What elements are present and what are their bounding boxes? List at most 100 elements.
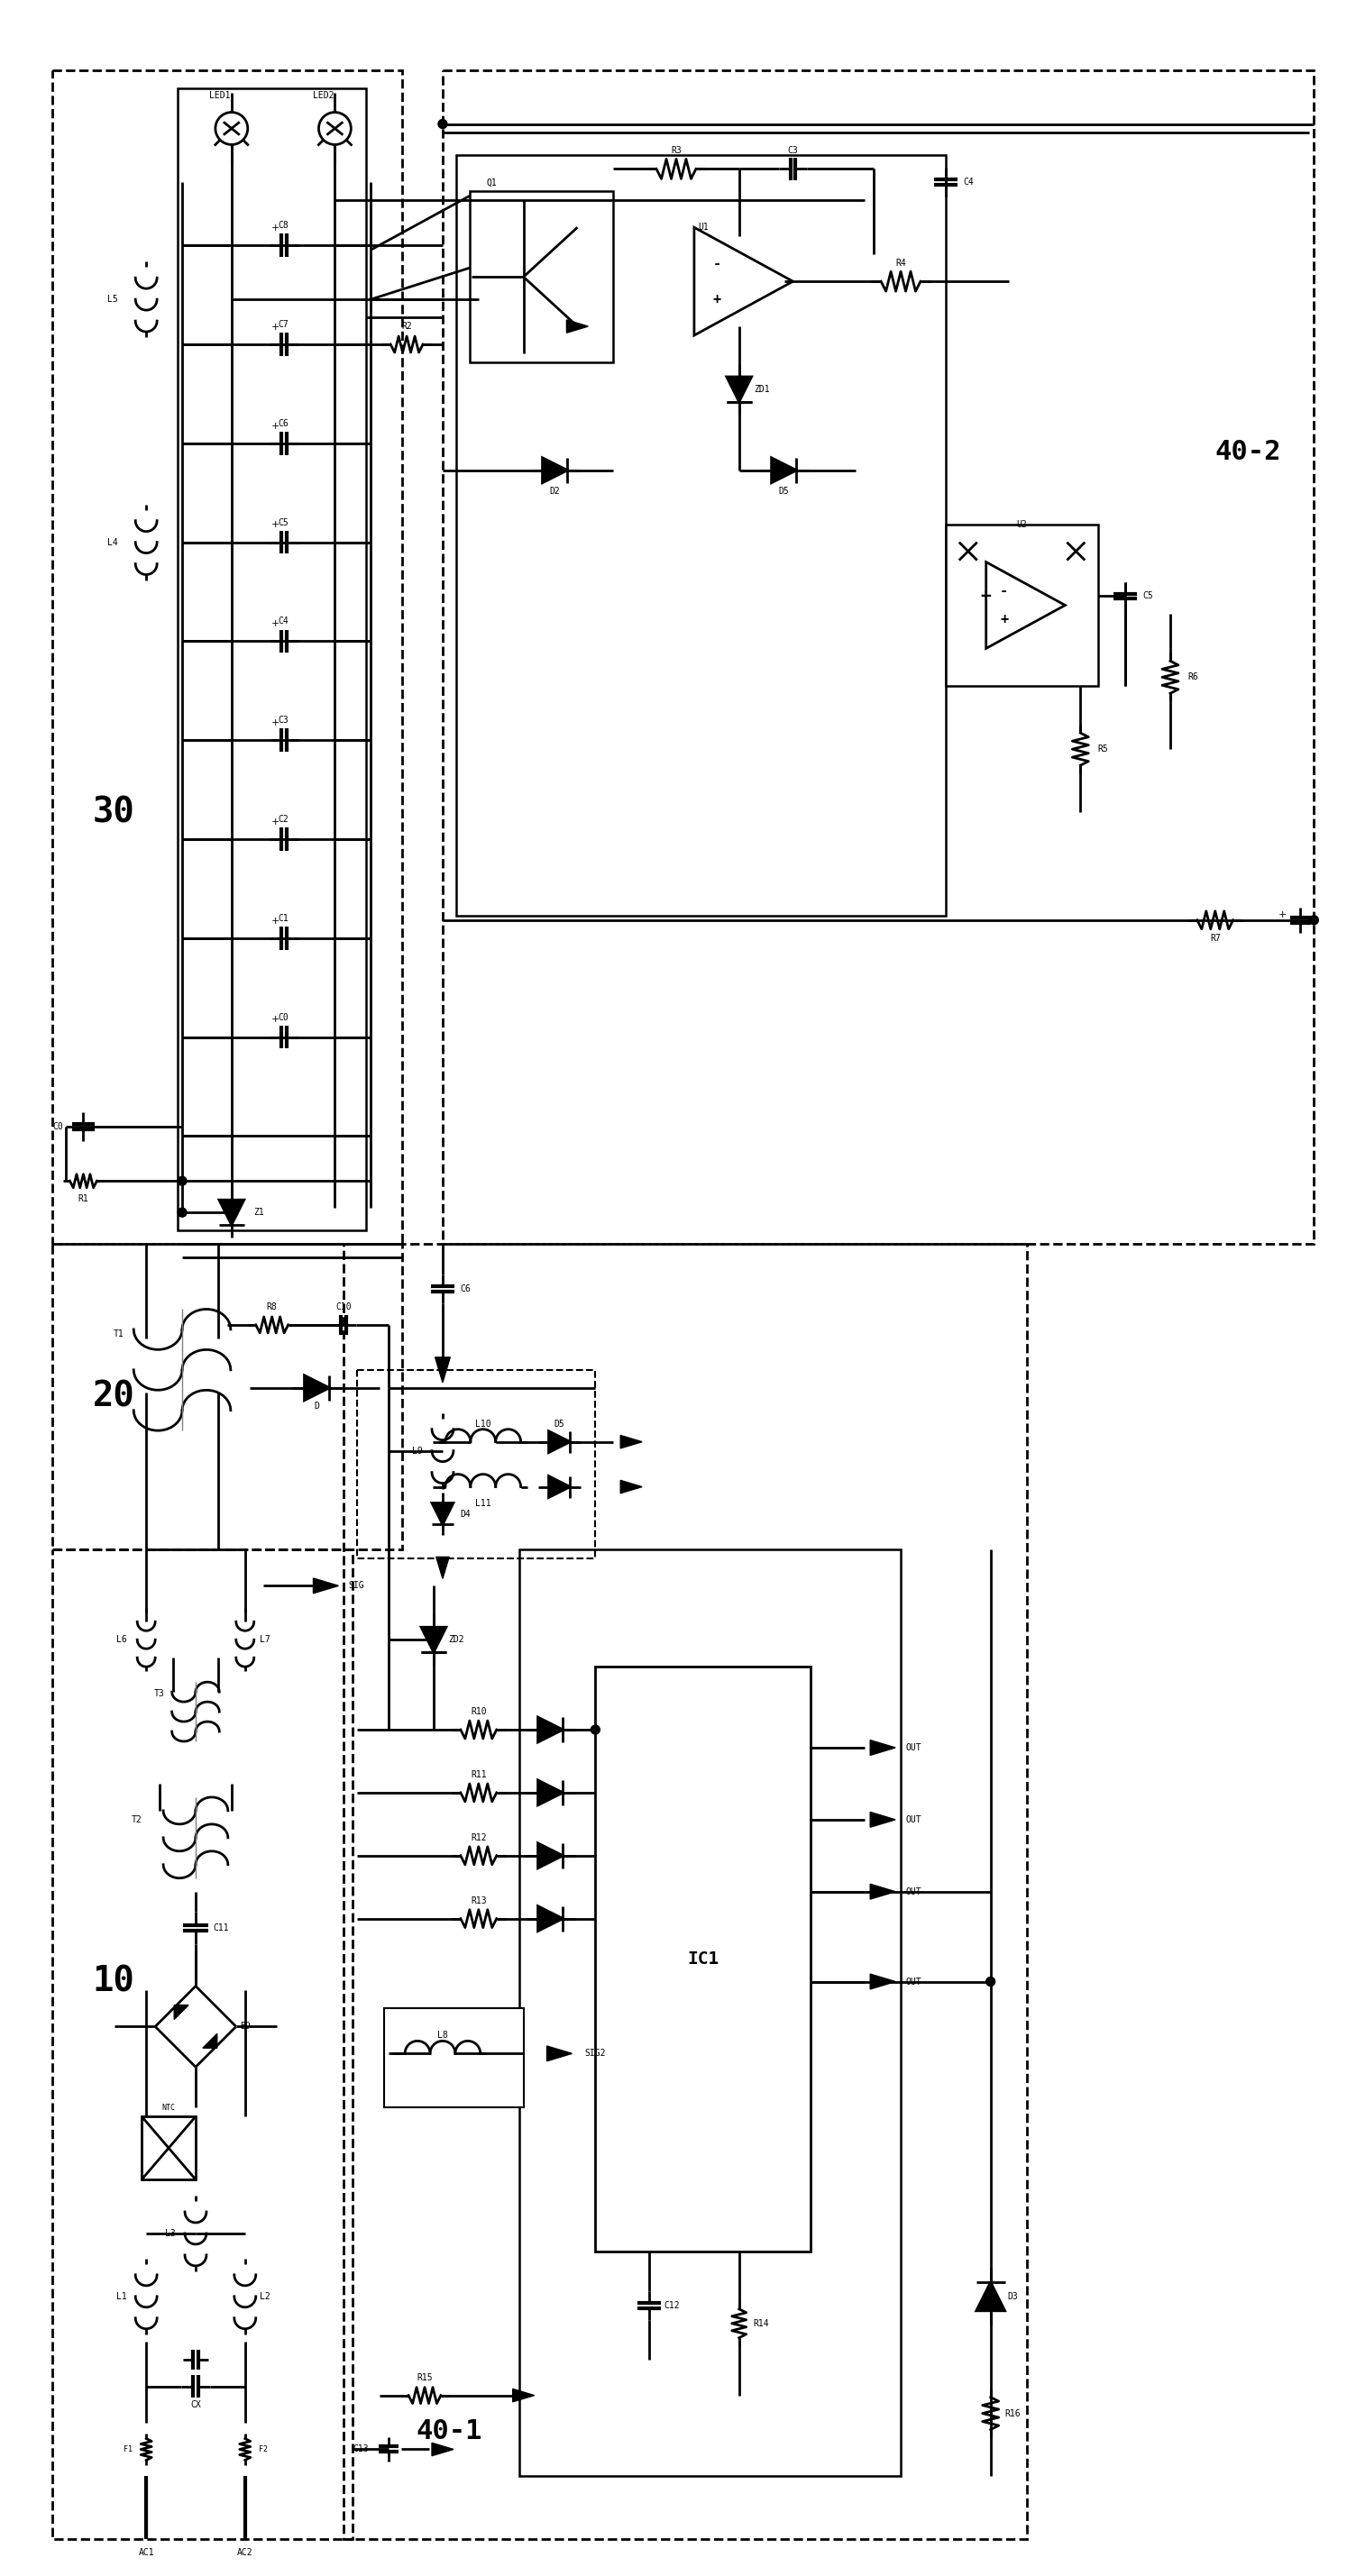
Polygon shape — [537, 1718, 563, 1741]
Text: BD: BD — [240, 2022, 251, 2030]
Polygon shape — [174, 2004, 189, 2020]
Text: +: + — [999, 613, 1008, 626]
Bar — [457, 155, 946, 914]
Text: R7: R7 — [1210, 933, 1220, 943]
Text: C6: C6 — [279, 420, 290, 428]
Bar — [178, 88, 366, 1231]
Text: U2: U2 — [1017, 520, 1028, 528]
Text: C0: C0 — [53, 1123, 63, 1131]
Text: D: D — [314, 1401, 319, 1409]
Text: R3: R3 — [671, 147, 682, 155]
Text: L8: L8 — [438, 2030, 449, 2040]
Circle shape — [178, 1177, 187, 1185]
Bar — [519, 1551, 901, 2476]
Text: L10: L10 — [475, 1419, 492, 1427]
Polygon shape — [621, 1435, 643, 1448]
Polygon shape — [567, 319, 589, 332]
Polygon shape — [870, 1883, 896, 1899]
Text: R16: R16 — [1005, 2409, 1021, 2419]
Text: Z1: Z1 — [253, 1208, 264, 1216]
Text: OUT: OUT — [905, 1744, 921, 1752]
Text: IC1: IC1 — [687, 1950, 719, 1968]
Polygon shape — [537, 1842, 563, 1868]
Text: C3: C3 — [788, 147, 799, 155]
Text: R15: R15 — [416, 2372, 432, 2383]
Polygon shape — [621, 1481, 643, 1494]
Text: C6: C6 — [459, 1285, 470, 1293]
Polygon shape — [432, 2442, 454, 2455]
Text: +: + — [271, 618, 279, 629]
Bar — [384, 2009, 524, 2107]
Bar — [946, 526, 1098, 685]
Text: +: + — [271, 422, 279, 430]
Bar — [357, 1370, 595, 1558]
Text: 30: 30 — [93, 796, 135, 829]
Text: -: - — [999, 585, 1008, 598]
Circle shape — [438, 118, 447, 129]
Text: C12: C12 — [664, 2300, 680, 2311]
Polygon shape — [870, 1973, 896, 1989]
Text: D3: D3 — [1008, 2293, 1018, 2300]
Polygon shape — [435, 1358, 450, 1383]
Bar — [53, 1551, 353, 2540]
Text: R6: R6 — [1188, 672, 1197, 683]
Bar — [470, 191, 613, 363]
Polygon shape — [513, 2388, 535, 2401]
Polygon shape — [537, 1780, 563, 1806]
Circle shape — [591, 1726, 599, 1734]
Text: LED2: LED2 — [313, 90, 334, 100]
Text: F2: F2 — [259, 2445, 268, 2452]
Polygon shape — [537, 1906, 563, 1932]
Text: R14: R14 — [753, 2318, 769, 2329]
Text: C10: C10 — [335, 1303, 352, 1311]
Bar — [53, 1244, 403, 1551]
Text: ZD1: ZD1 — [753, 384, 769, 394]
Text: D2: D2 — [550, 487, 560, 495]
Text: L7: L7 — [260, 1636, 271, 1643]
Text: R13: R13 — [470, 1896, 486, 1906]
Text: C5: C5 — [279, 518, 290, 528]
Text: NTC: NTC — [162, 2105, 175, 2112]
Text: +: + — [271, 520, 279, 531]
Text: R8: R8 — [267, 1303, 277, 1311]
Polygon shape — [314, 1579, 338, 1595]
Text: 10: 10 — [93, 1965, 135, 1999]
Text: C1: C1 — [279, 914, 290, 922]
Text: D5: D5 — [554, 1419, 564, 1427]
Polygon shape — [694, 227, 793, 335]
Polygon shape — [436, 1556, 449, 1579]
Text: +: + — [271, 322, 279, 332]
Polygon shape — [986, 562, 1065, 649]
Text: F1: F1 — [124, 2445, 133, 2452]
Circle shape — [488, 232, 578, 322]
Text: C2: C2 — [279, 814, 290, 824]
Polygon shape — [220, 1200, 244, 1226]
Polygon shape — [422, 1628, 446, 1651]
Text: +: + — [981, 587, 991, 605]
Text: OUT: OUT — [905, 1888, 921, 1896]
Text: +: + — [713, 294, 721, 307]
Text: D4: D4 — [459, 1510, 470, 1517]
Text: SIG2: SIG2 — [585, 2048, 606, 2058]
Text: R11: R11 — [470, 1770, 486, 1780]
Bar — [141, 2117, 195, 2179]
Text: D5: D5 — [779, 487, 789, 495]
Bar — [343, 1244, 1026, 2540]
Text: C8: C8 — [279, 222, 290, 229]
Text: L1: L1 — [116, 2293, 127, 2300]
Text: OUT: OUT — [905, 1976, 921, 1986]
Text: C13: C13 — [353, 2445, 369, 2455]
Polygon shape — [870, 1741, 896, 1754]
Text: LED1: LED1 — [209, 90, 230, 100]
Text: +: + — [271, 1015, 279, 1025]
Polygon shape — [977, 2282, 1005, 2311]
Text: R10: R10 — [470, 1708, 486, 1716]
Text: R5: R5 — [1098, 744, 1109, 755]
Text: L3: L3 — [166, 2228, 176, 2239]
Text: 20: 20 — [93, 1381, 135, 1414]
Text: T1: T1 — [113, 1329, 124, 1340]
Text: +: + — [271, 917, 279, 925]
Text: AC2: AC2 — [237, 2548, 253, 2558]
Text: C4: C4 — [279, 616, 290, 626]
Text: C7: C7 — [279, 319, 290, 330]
